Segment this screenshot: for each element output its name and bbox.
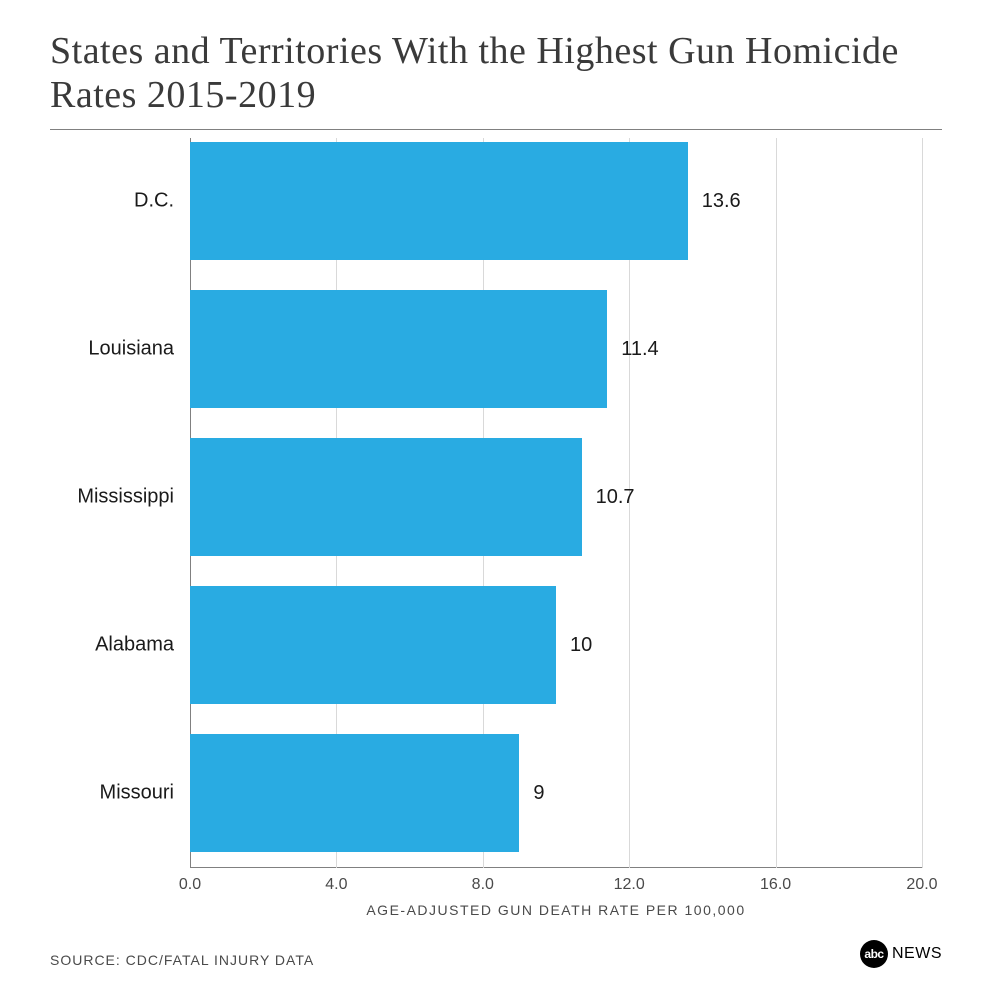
y-tick-label: Mississippi [77,486,174,509]
y-tick-label: D.C. [134,190,174,213]
y-tick-label: Missouri [100,782,174,805]
bar-row: 9 [190,734,545,852]
news-logo: abc NEWS [860,940,942,968]
x-tick-label: 12.0 [614,876,645,894]
source-text: SOURCE: CDC/FATAL INJURY DATA [50,952,314,968]
grid-line [776,138,777,868]
logo-text: NEWS [892,945,942,963]
bar-value-label: 11.4 [621,338,658,361]
x-tick-label: 0.0 [179,876,201,894]
x-axis [190,867,922,868]
bar-value-label: 13.6 [702,190,741,213]
bar-row: 13.6 [190,142,741,260]
bar-row: 11.4 [190,290,659,408]
bar [190,438,582,556]
x-axis-label: AGE-ADJUSTED GUN DEATH RATE PER 100,000 [190,902,922,918]
x-tick-label: 8.0 [472,876,494,894]
bar [190,734,519,852]
x-tick-label: 20.0 [906,876,937,894]
y-tick-label: Louisiana [88,338,174,361]
bar [190,290,607,408]
bar [190,142,688,260]
title-rule [50,129,942,130]
bar [190,586,556,704]
logo-circle-icon: abc [860,940,888,968]
bar-row: 10 [190,586,592,704]
plot-region: 0.04.08.012.016.020.0D.C.13.6Louisiana11… [190,138,922,868]
footer: SOURCE: CDC/FATAL INJURY DATA abc NEWS [50,940,942,968]
bar-row: 10.7 [190,438,635,556]
x-tick-label: 16.0 [760,876,791,894]
x-tick-label: 4.0 [325,876,347,894]
bar-value-label: 10.7 [596,486,635,509]
bar-value-label: 10 [570,634,592,657]
chart-container: States and Territories With the Highest … [0,0,992,992]
chart-area: 0.0 4.0 8.0 12.0 16.0 20.0 D.C. 13.6 Louisiana 11… [50,138,942,928]
bar-value-label: 9 [533,782,544,805]
grid-line [922,138,923,868]
chart-title: States and Territories With the Highest … [50,30,942,117]
y-tick-label: Alabama [95,634,174,657]
